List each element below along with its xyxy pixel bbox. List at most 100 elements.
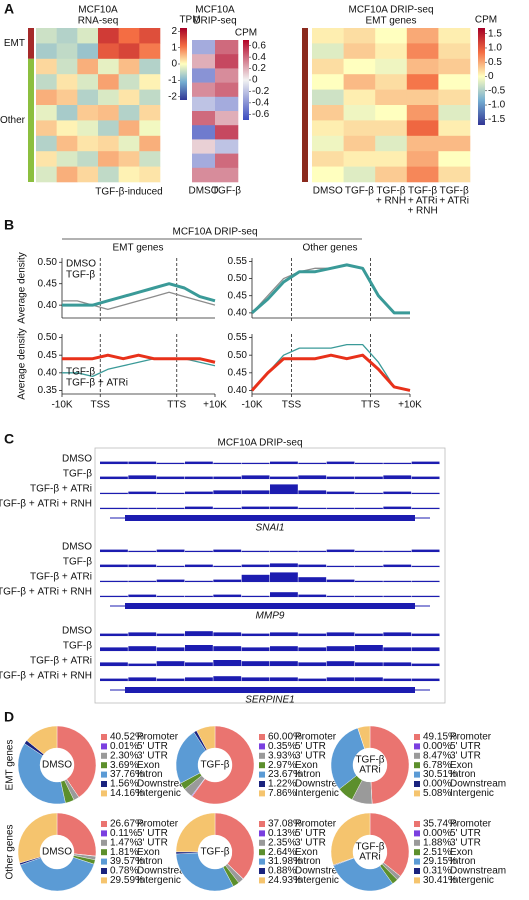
series-line — [62, 291, 216, 311]
heatmap-cell — [375, 151, 408, 167]
legend-value: 2.30% — [110, 750, 138, 761]
signal-bar — [383, 550, 412, 552]
signal-bar — [383, 491, 412, 494]
heatmap-cell — [215, 111, 239, 126]
legend-swatch — [259, 849, 265, 856]
legend-swatch — [259, 839, 265, 846]
legend-swatch — [259, 734, 265, 740]
gene-name: SNAI1 — [256, 523, 285, 534]
heatmap-cell — [406, 151, 439, 167]
signal-bar — [411, 492, 440, 494]
colorbar-tick-label: -1 — [168, 75, 177, 86]
signal-bar — [156, 549, 185, 552]
signal-bar — [411, 678, 440, 681]
heatmap-cell — [139, 151, 161, 167]
heatmap-cell — [36, 43, 57, 60]
colorbar-tick-label: -2 — [168, 91, 177, 102]
signal-bar — [270, 550, 298, 552]
signal-bar — [383, 632, 412, 636]
pie-hole — [198, 835, 232, 869]
colorbar-tick-label: -0.4 — [252, 97, 270, 108]
signal-bar — [213, 676, 242, 681]
legend-value: 14.16% — [110, 788, 144, 799]
y-tick-label: 0.45 — [38, 278, 58, 289]
signal-bar — [383, 647, 412, 651]
legend-swatch — [414, 790, 420, 797]
column-label: TGF-β — [212, 186, 241, 197]
colorbar-tick-label: 0.4 — [252, 52, 266, 63]
colorbar-tick-label: 1.5 — [488, 28, 502, 39]
pie-center-label: DMSO — [42, 847, 72, 858]
signal-bar — [270, 592, 298, 597]
signal-bar — [355, 633, 383, 636]
signal-bar — [156, 647, 185, 651]
heatmap-cell — [375, 89, 408, 106]
signal-bar — [411, 663, 440, 666]
legend-value: 2.64% — [268, 847, 296, 858]
heatmap-cell — [343, 43, 376, 60]
signal-bar — [241, 550, 270, 552]
panel-title: MCF10A DRIP-seq — [172, 227, 257, 238]
legend-value: 60.00% — [268, 732, 302, 743]
heatmap-cell — [192, 125, 216, 140]
gene-name: SERPINE1 — [245, 695, 294, 706]
signal-bar — [298, 490, 327, 494]
colorbar-tick-label: -0.2 — [252, 86, 270, 97]
row-label: Other genes — [5, 824, 16, 879]
colorbar-tick-label: -1.0 — [488, 100, 506, 111]
heatmap-cell — [438, 58, 471, 75]
legend-swatch — [101, 781, 107, 787]
heatmap-cell — [215, 125, 239, 140]
colorbar-tick-label: 0 — [171, 59, 177, 70]
heatmap-cell — [56, 105, 78, 121]
y-tick-label: 0.55 — [228, 256, 248, 267]
legend-category: Exon — [137, 760, 160, 771]
legend-value: 3.93% — [268, 750, 296, 761]
legend-value: 40.52% — [110, 732, 144, 743]
pie-center-label: TGF-β — [355, 755, 384, 766]
signal-bar — [100, 580, 128, 582]
heatmap-cell — [56, 28, 78, 44]
signal-bar — [241, 475, 270, 479]
signal-bar — [383, 475, 412, 479]
legend-swatch — [414, 877, 420, 884]
signal-bar — [270, 506, 298, 509]
colorbar-label: CPM — [475, 15, 497, 26]
heatmap-cell — [98, 105, 119, 121]
pie-slice — [26, 725, 58, 755]
legend-category: Intron — [295, 769, 321, 780]
heatmap-cell — [118, 74, 140, 90]
heatmap-cell — [192, 167, 216, 183]
signal-bar — [100, 647, 128, 651]
heatmap-cell — [215, 54, 239, 69]
signal-bar — [326, 632, 355, 636]
signal-bar — [298, 577, 327, 582]
signal-bar — [156, 492, 185, 494]
legend-swatch — [101, 839, 107, 846]
signal-bar — [326, 579, 355, 582]
heatmap-cell — [36, 166, 57, 183]
signal-bar — [355, 645, 383, 651]
x-tick-label: -10K — [51, 400, 72, 411]
x-tick-label: -10K — [241, 400, 262, 411]
track-name: DMSO — [62, 454, 92, 465]
legend-category: Promoter — [137, 732, 179, 743]
colorbar-tick-label: 2 — [171, 26, 177, 37]
legend-value: 37.76% — [110, 769, 144, 780]
track-frame — [94, 447, 446, 704]
legend-value: 31.98% — [268, 856, 302, 867]
signal-bar — [411, 549, 440, 552]
heatmap-cell — [192, 139, 216, 154]
signal-bar — [128, 475, 157, 479]
signal-bar — [128, 663, 157, 666]
legend-entry: TGF-β + ATRi — [66, 378, 128, 389]
heatmap-cell — [77, 43, 99, 60]
heatmap-cell — [192, 68, 216, 83]
heatmap-cell — [118, 166, 140, 183]
legend-swatch — [259, 877, 265, 884]
heatmap-cell — [36, 135, 57, 152]
signal-bar — [213, 507, 242, 509]
signal-bar — [241, 661, 270, 666]
heatmap-cell — [118, 120, 140, 137]
